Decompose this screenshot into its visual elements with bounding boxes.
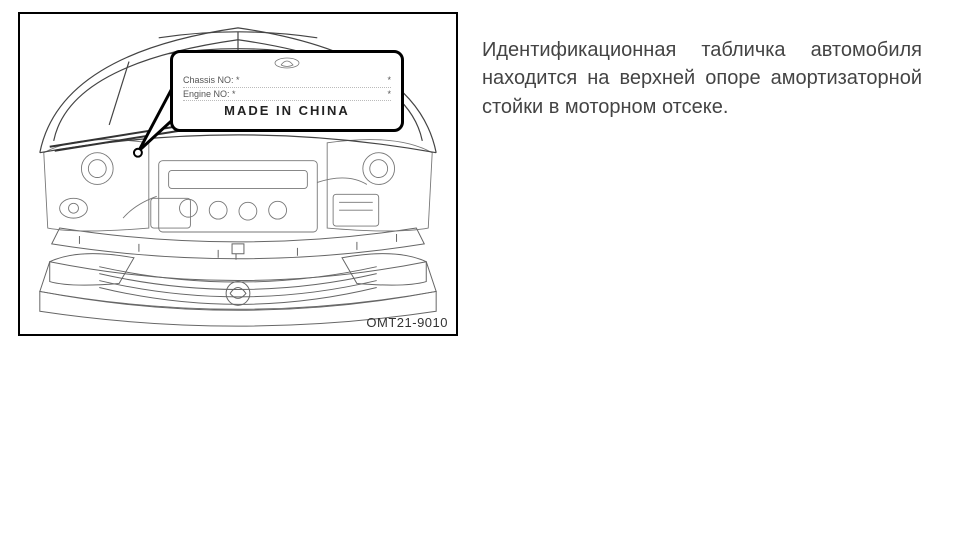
page-root: Chassis NO: * * Engine NO: * * MADE IN C… (0, 0, 960, 348)
figure-code: OMT21-9010 (366, 315, 448, 330)
figure-frame: Chassis NO: * * Engine NO: * * MADE IN C… (18, 12, 458, 336)
chassis-value: * (387, 75, 391, 86)
figure-column: Chassis NO: * * Engine NO: * * MADE IN C… (18, 12, 458, 336)
engine-row: Engine NO: * * (183, 88, 391, 102)
made-in-label: MADE IN CHINA (183, 101, 391, 119)
brand-logo-icon (183, 57, 391, 72)
description-paragraph: Идентификационная табличка авто­мобиля н… (482, 36, 922, 121)
engine-label: Engine NO: * (183, 89, 236, 100)
chassis-row: Chassis NO: * * (183, 74, 391, 88)
chassis-label: Chassis NO: * (183, 75, 240, 86)
engine-value: * (387, 89, 391, 100)
id-plate-callout: Chassis NO: * * Engine NO: * * MADE IN C… (170, 50, 404, 132)
text-column: Идентификационная табличка авто­мобиля н… (482, 12, 942, 336)
